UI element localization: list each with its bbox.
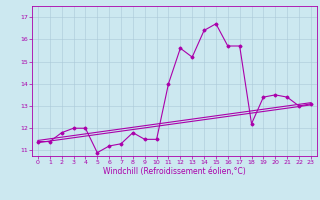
X-axis label: Windchill (Refroidissement éolien,°C): Windchill (Refroidissement éolien,°C) (103, 167, 246, 176)
